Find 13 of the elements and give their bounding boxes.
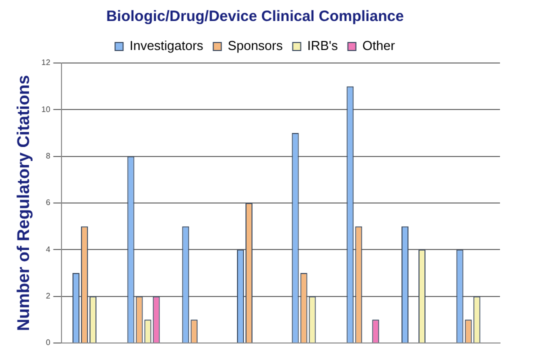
y-tick-label: 8	[46, 152, 51, 161]
y-tick-label: 6	[46, 198, 51, 208]
legend-label: IRB's	[307, 38, 338, 54]
legend-label: Investigators	[130, 38, 204, 54]
chart-title: Biologic/Drug/Device Clinical Compliance	[106, 8, 404, 26]
y-tick-label: 4	[46, 244, 51, 254]
legend-label: Sponsors	[228, 38, 284, 54]
legend-label: Other	[362, 38, 396, 54]
y-tick-label: 12	[41, 58, 51, 68]
y-tick-label: 10	[41, 104, 51, 114]
y-tick-label: 0	[46, 338, 51, 348]
y-axis-title: Number of Regulatory Citations	[14, 75, 33, 331]
y-tick-label: 2	[46, 292, 51, 301]
